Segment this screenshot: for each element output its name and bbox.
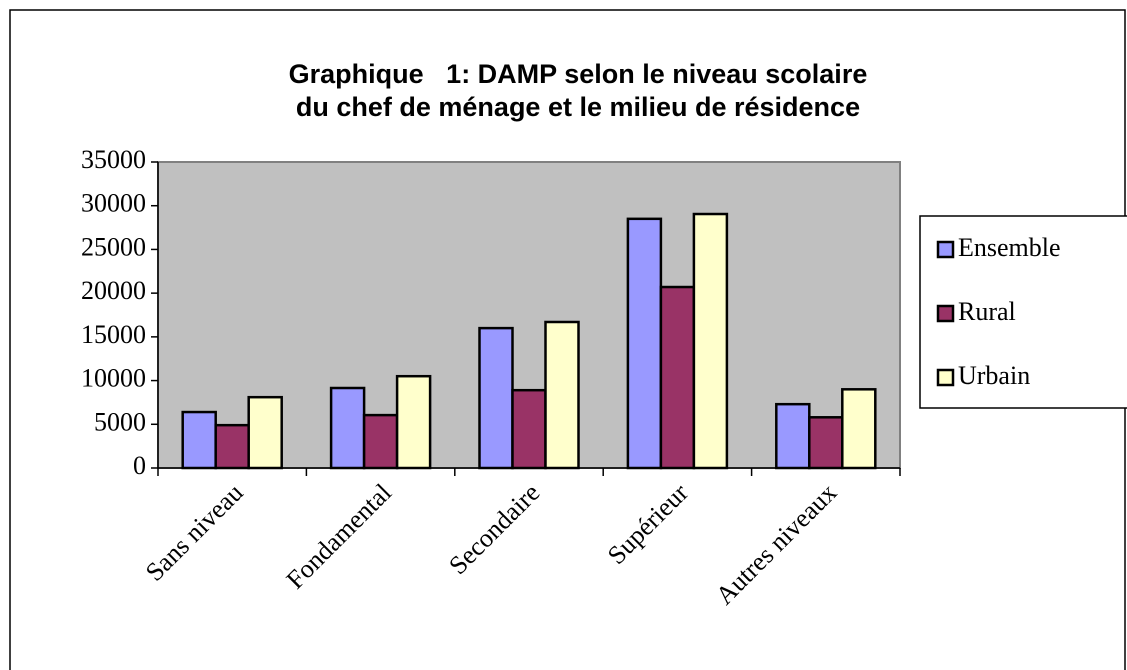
legend-swatch [936, 240, 955, 259]
y-tick-label: 15000 [81, 320, 146, 349]
legend-swatch [936, 304, 955, 323]
bar [511, 388, 547, 470]
bar [329, 386, 366, 470]
bar [841, 388, 877, 470]
bar [692, 212, 729, 470]
bar [478, 326, 514, 470]
bar [362, 413, 399, 470]
bar [775, 402, 811, 470]
legend-label: Rural [958, 297, 1016, 326]
legend-swatch [936, 368, 955, 387]
bar [247, 395, 283, 470]
legend [919, 215, 1127, 409]
bar [808, 416, 844, 470]
chart-title: du chef de ménage et le milieu de réside… [296, 92, 860, 122]
bar [181, 410, 217, 470]
y-tick-label: 5000 [94, 407, 146, 436]
y-tick-label: 10000 [81, 364, 146, 393]
bar [214, 423, 250, 470]
y-tick-label: 35000 [81, 145, 146, 174]
legend-label: Urbain [958, 361, 1030, 390]
bar [659, 285, 696, 470]
y-tick-label: 0 [133, 451, 146, 480]
y-tick-label: 30000 [81, 189, 146, 218]
y-tick-label: 20000 [81, 276, 146, 305]
chart-title: Graphique 1: DAMP selon le niveau scolai… [289, 59, 868, 89]
bar [395, 374, 432, 470]
bar [544, 320, 580, 470]
y-tick-label: 25000 [81, 232, 146, 261]
legend-label: Ensemble [958, 233, 1061, 262]
bar [626, 217, 663, 470]
